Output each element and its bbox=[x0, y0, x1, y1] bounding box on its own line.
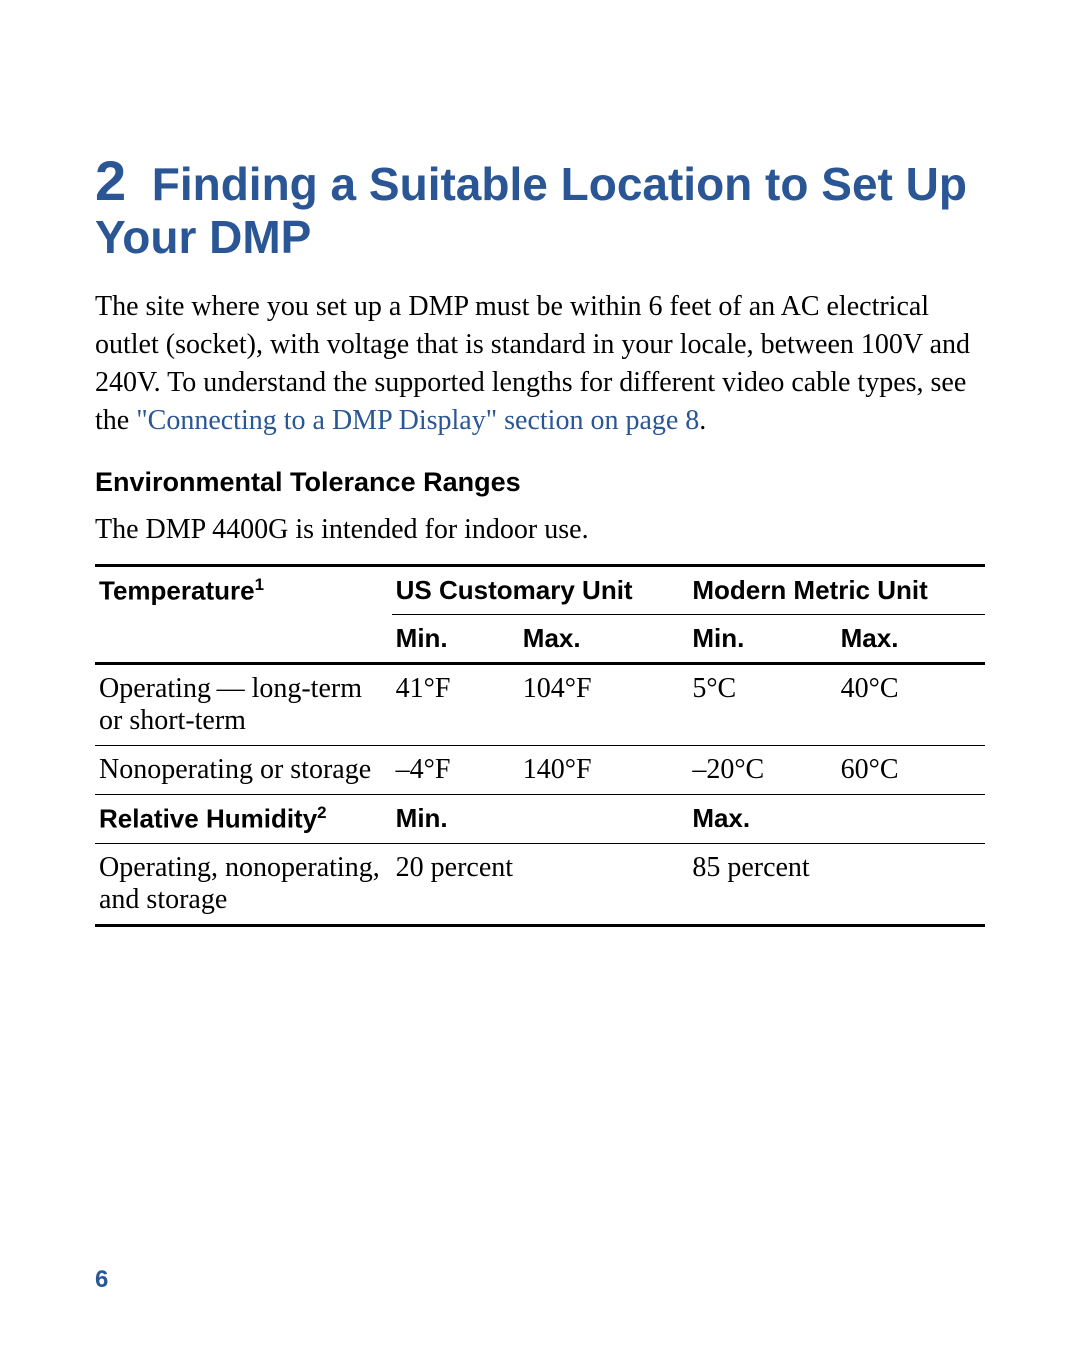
cross-ref-link[interactable]: "Connecting to a DMP Display" section on… bbox=[136, 405, 699, 436]
intro-line: The DMP 4400G is intended for indoor use… bbox=[95, 514, 985, 546]
chapter-heading: 2 Finding a Suitable Location to Set Up … bbox=[95, 150, 985, 262]
page-number: 6 bbox=[95, 1266, 108, 1294]
col-temperature: Temperature1 bbox=[95, 566, 392, 664]
col-rh: Relative Humidity2 bbox=[95, 795, 392, 844]
cell-label: Operating — long-term or short-term bbox=[95, 664, 392, 746]
cell-rh-max: 85 percent bbox=[688, 844, 985, 926]
env-tolerance-table: Temperature1 US Customary Unit Modern Me… bbox=[95, 564, 985, 927]
col-rh-max: Max. bbox=[688, 795, 985, 844]
cell-label: Nonoperating or storage bbox=[95, 746, 392, 795]
cell-rh-min: 20 percent bbox=[392, 844, 689, 926]
chapter-title-line1: Finding a Suitable Location to Set Up bbox=[152, 158, 967, 210]
col-us-max: Max. bbox=[519, 615, 689, 664]
cell-m-min: 5°C bbox=[688, 664, 836, 746]
cell-us-min: 41°F bbox=[392, 664, 519, 746]
cell-us-max: 104°F bbox=[519, 664, 689, 746]
cell-m-min: –20°C bbox=[688, 746, 836, 795]
col-m-max: Max. bbox=[837, 615, 985, 664]
cell-m-max: 40°C bbox=[837, 664, 985, 746]
paragraph-terminator: . bbox=[699, 405, 706, 436]
cell-us-max: 140°F bbox=[519, 746, 689, 795]
cell-m-max: 60°C bbox=[837, 746, 985, 795]
table-header-rh: Relative Humidity2 Min. Max. bbox=[95, 795, 985, 844]
table-row: Operating, nonoperating, and storage 20 … bbox=[95, 844, 985, 926]
intro-paragraph: The site where you set up a DMP must be … bbox=[95, 288, 985, 439]
col-rh-min: Min. bbox=[392, 795, 689, 844]
table-header-row-1: Temperature1 US Customary Unit Modern Me… bbox=[95, 566, 985, 615]
col-m-min: Min. bbox=[688, 615, 836, 664]
cell-us-min: –4°F bbox=[392, 746, 519, 795]
chapter-number: 2 bbox=[95, 149, 126, 212]
col-us-unit: US Customary Unit bbox=[392, 566, 689, 615]
col-metric-unit: Modern Metric Unit bbox=[688, 566, 985, 615]
table-row: Operating — long-term or short-term 41°F… bbox=[95, 664, 985, 746]
table-row: Nonoperating or storage –4°F 140°F –20°C… bbox=[95, 746, 985, 795]
chapter-title-line2: Your DMP bbox=[95, 211, 311, 263]
col-us-min: Min. bbox=[392, 615, 519, 664]
sub-heading: Environmental Tolerance Ranges bbox=[95, 467, 985, 498]
cell-label: Operating, nonoperating, and storage bbox=[95, 844, 392, 926]
